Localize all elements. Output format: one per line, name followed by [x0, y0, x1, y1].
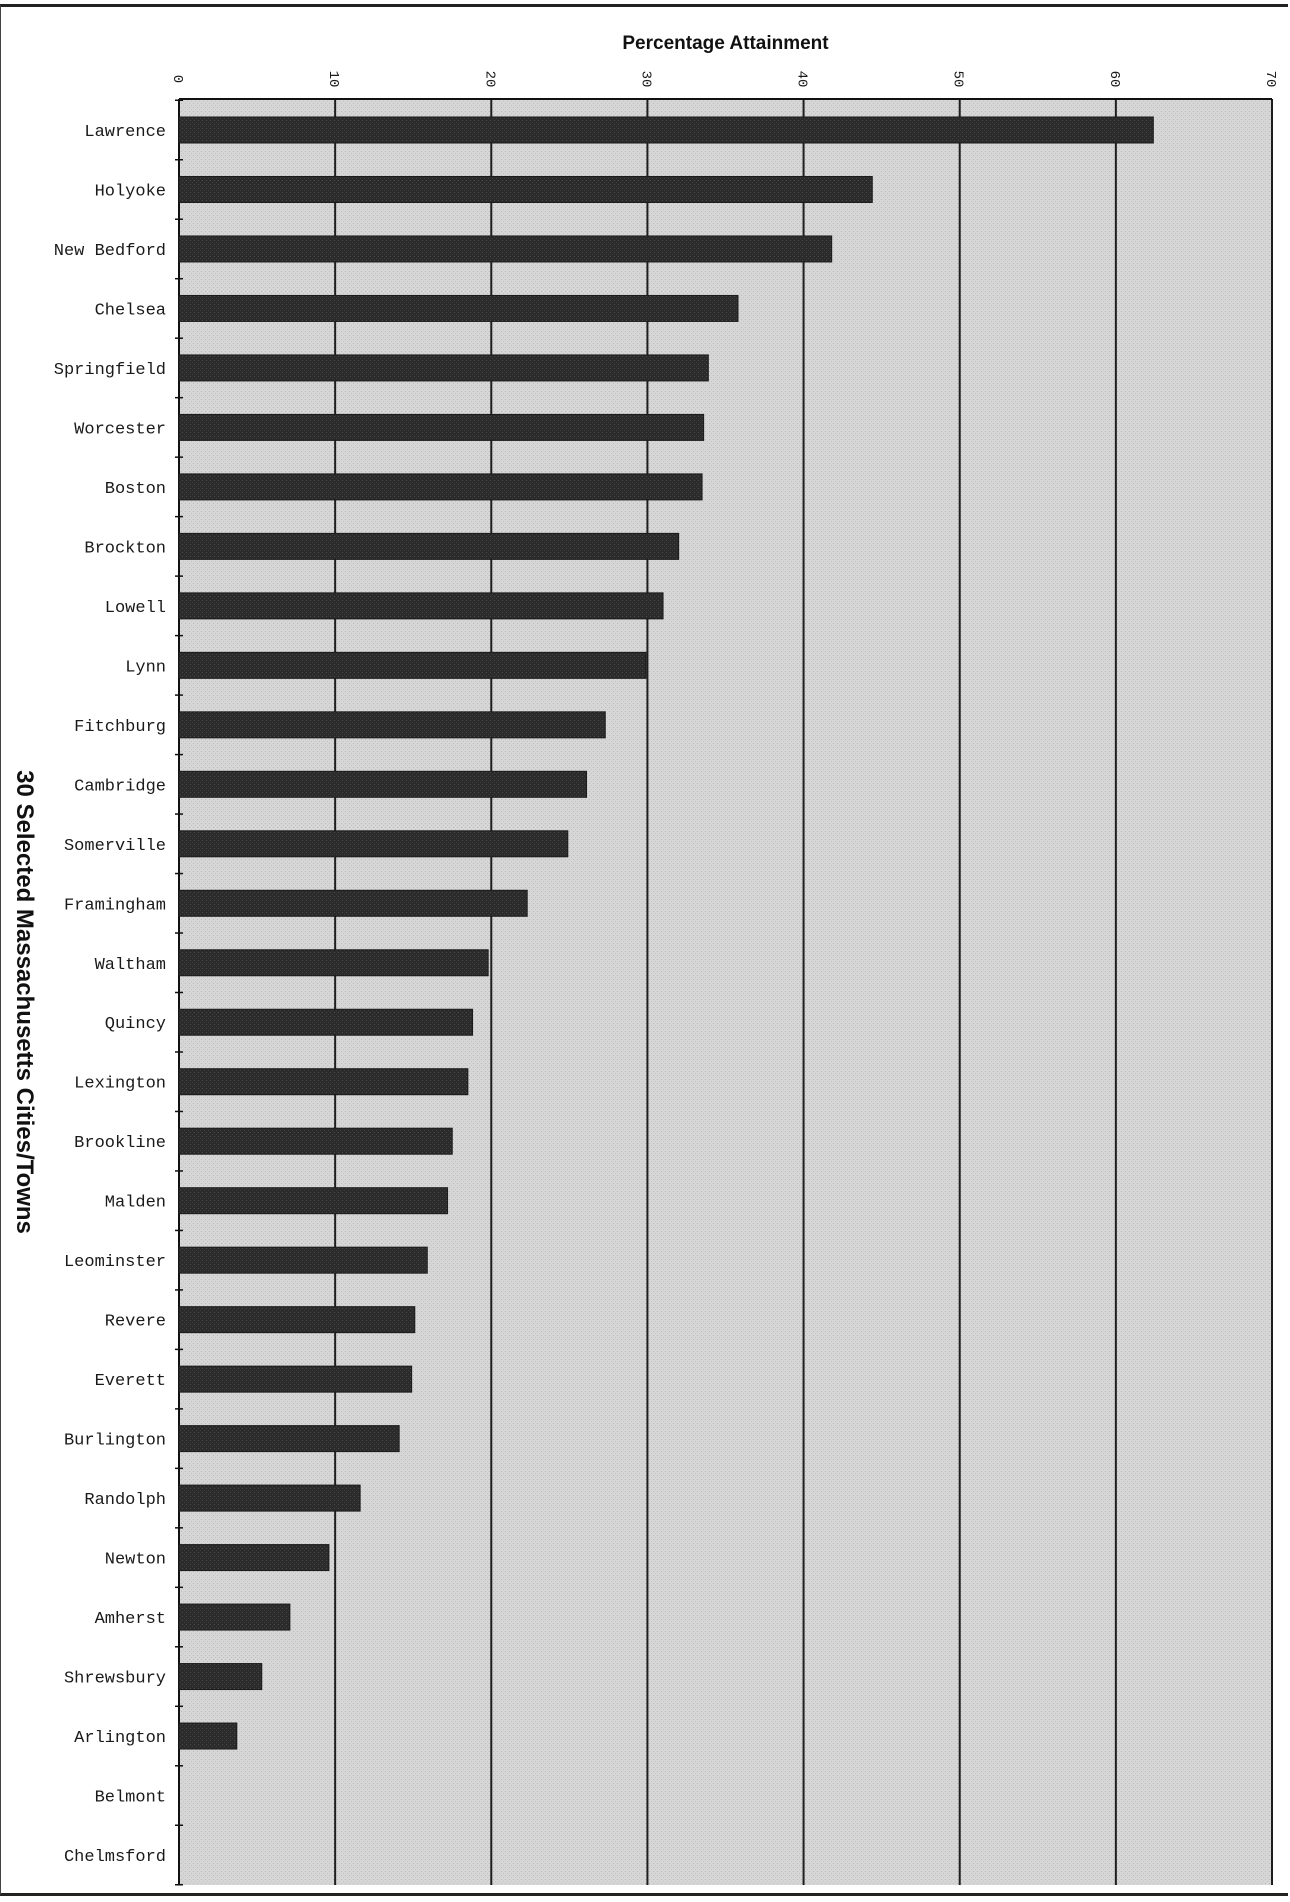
- bar-chelsea: [178, 294, 739, 322]
- category-label: Brockton: [84, 539, 166, 558]
- bar-newton: [178, 1544, 330, 1572]
- bar-burlington: [178, 1425, 400, 1453]
- bar-brookline: [178, 1127, 453, 1155]
- category-label: Waltham: [95, 956, 166, 975]
- category-label: Cambridge: [74, 777, 166, 796]
- category-label: Lynn: [125, 658, 166, 677]
- bar-cambridge: [178, 770, 588, 798]
- bar-fitchburg: [178, 711, 606, 739]
- plot-area: 0 10 20 30 40 50 60 70 Lawrence Holyoke New Bedfor…: [54, 71, 1278, 1886]
- category-label: Amherst: [95, 1610, 166, 1629]
- category-label: Worcester: [74, 420, 166, 439]
- category-label: Lowell: [105, 599, 166, 618]
- x-tick-label: 40: [794, 71, 810, 88]
- category-label: Springfield: [54, 361, 166, 380]
- category-label: Framingham: [64, 896, 166, 915]
- category-label: Brookline: [74, 1134, 166, 1153]
- x-tick-label: 60: [1106, 71, 1122, 88]
- category-label: Somerville: [64, 837, 166, 856]
- bar-shrewsbury: [178, 1663, 263, 1691]
- category-label: Holyoke: [95, 182, 166, 201]
- bar-somerville: [178, 830, 569, 858]
- bar-leominster: [178, 1246, 428, 1274]
- bar-worcester: [178, 413, 705, 441]
- category-label: Newton: [105, 1551, 166, 1570]
- category-label: Arlington: [74, 1729, 166, 1748]
- bar-malden: [178, 1187, 449, 1215]
- bar-lynn: [178, 651, 647, 679]
- y-axis-title: 30 Selected Massachusetts Cities/Towns: [11, 770, 38, 1234]
- category-label: Leominster: [64, 1253, 166, 1272]
- bar-revere: [178, 1306, 416, 1334]
- x-tick-label: 20: [481, 71, 497, 88]
- bar-randolph: [178, 1484, 361, 1512]
- chart-frame: 0 10 20 30 40 50 60 70 Lawrence Holyoke New Bedfor…: [0, 4, 1288, 1896]
- bar-lawrence: [178, 116, 1154, 144]
- bar-amherst: [178, 1603, 291, 1631]
- plot-background: [179, 99, 1272, 1885]
- x-tick-label: 70: [1262, 71, 1278, 88]
- bar-waltham: [178, 949, 489, 977]
- category-label: Everett: [95, 1372, 166, 1391]
- category-label: Randolph: [84, 1491, 166, 1510]
- x-axis-title: Percentage Attainment: [622, 33, 829, 54]
- bar-arlington: [178, 1722, 238, 1750]
- category-label: Shrewsbury: [64, 1670, 166, 1689]
- bar-boston: [178, 473, 703, 501]
- category-label: Chelmsford: [64, 1848, 166, 1867]
- bar-chart: 0 10 20 30 40 50 60 70 Lawrence Holyoke New Bedfor…: [11, 33, 1278, 1886]
- category-label: Boston: [105, 480, 166, 499]
- x-tick-label: 50: [950, 71, 966, 88]
- bar-lowell: [178, 592, 664, 620]
- category-label: Fitchburg: [74, 718, 166, 737]
- bar-framingham: [178, 889, 528, 917]
- bar-new-bedford: [178, 235, 833, 263]
- category-label: Malden: [105, 1194, 166, 1213]
- bar-lexington: [178, 1068, 469, 1096]
- x-tick-label: 0: [169, 75, 185, 83]
- bar-springfield: [178, 354, 709, 382]
- x-tick-label: 10: [325, 71, 341, 88]
- category-label: Quincy: [105, 1015, 166, 1034]
- category-label: Belmont: [95, 1789, 166, 1808]
- bar-holyoke: [178, 175, 873, 203]
- bar-quincy: [178, 1008, 474, 1036]
- x-tick-label: 30: [637, 71, 653, 88]
- category-label: New Bedford: [54, 242, 166, 261]
- category-label: Lexington: [74, 1075, 166, 1094]
- category-label: Burlington: [64, 1432, 166, 1451]
- category-label: Revere: [105, 1313, 166, 1332]
- bar-brockton: [178, 532, 680, 560]
- category-label: Lawrence: [84, 123, 166, 142]
- bar-everett: [178, 1365, 413, 1393]
- category-label: Chelsea: [95, 301, 166, 320]
